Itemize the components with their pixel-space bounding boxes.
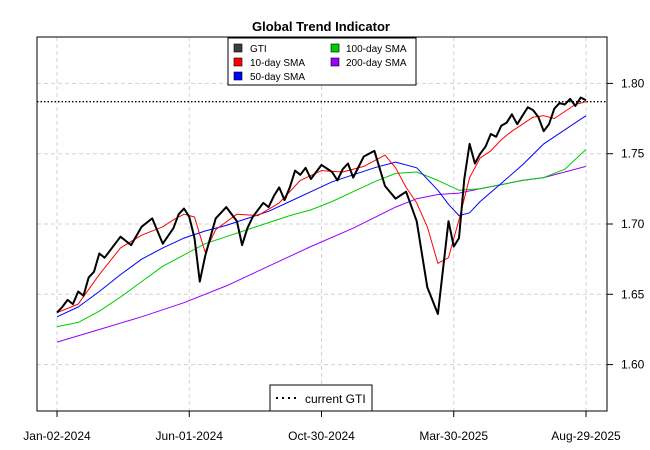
series-line-50-day-sma [56, 115, 587, 318]
x-tick-label: Jan-02-2024 [23, 429, 91, 443]
grid [37, 37, 607, 411]
legend-reference-label: current GTI [305, 392, 366, 406]
legend-label-200-day-sma: 200-day SMA [346, 58, 407, 69]
legend-swatch-200-day-sma [330, 57, 340, 67]
series-line-100-day-sma [56, 149, 587, 328]
legend-swatch-gti [233, 43, 243, 53]
series-group [56, 96, 587, 343]
y-tick-label: 1.65 [621, 287, 645, 301]
x-tick-label: Mar-30-2025 [419, 429, 488, 443]
x-axis: Jan-02-2024 Jun-01-2024 Oct-30-2024 Mar-30-… [23, 410, 621, 443]
legend-reference: current GTI [269, 384, 373, 412]
x-tick-label: Aug-29-2025 [551, 429, 621, 443]
legend-swatch-100-day-sma [330, 43, 340, 53]
series-line-10-day-sma [56, 101, 587, 314]
chart-title: Global Trend Indicator [252, 19, 390, 34]
legend-label-10-day-sma: 10-day SMA [250, 58, 305, 69]
legend-swatch-50-day-sma [233, 71, 243, 81]
y-tick-label: 1.75 [621, 147, 645, 161]
series-line-gti [56, 96, 587, 315]
legend-series: GTI 10-day SMA 50-day SMA 100-day SMA 20… [227, 37, 417, 86]
legend-label-100-day-sma: 100-day SMA [346, 44, 407, 55]
legend-reference-box [269, 384, 373, 412]
legend-label-50-day-sma: 50-day SMA [250, 72, 305, 83]
y-axis: 1.60 1.65 1.70 1.75 1.80 [606, 76, 645, 372]
legend-label-gti: GTI [250, 44, 267, 55]
x-tick-label: Oct-30-2024 [288, 429, 355, 443]
y-tick-label: 1.80 [621, 76, 645, 90]
x-tick-label: Jun-01-2024 [156, 429, 224, 443]
y-tick-label: 1.70 [621, 217, 645, 231]
y-tick-label: 1.60 [621, 358, 645, 372]
legend-swatch-10-day-sma [233, 57, 243, 67]
legend-box [227, 37, 417, 86]
